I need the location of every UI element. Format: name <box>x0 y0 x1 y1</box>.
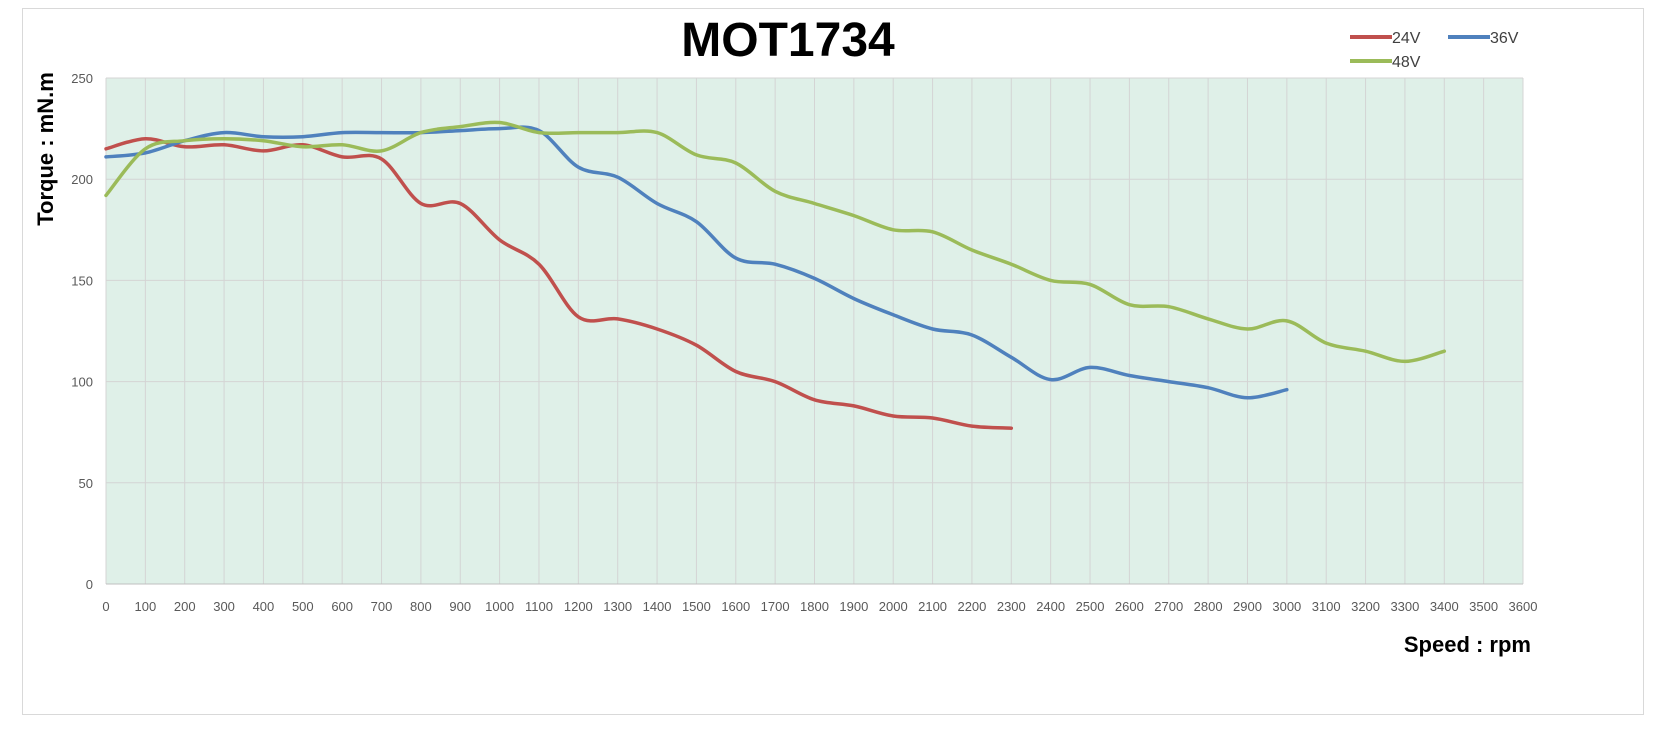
x-tick-label: 3400 <box>1430 599 1459 614</box>
chart-frame: 0 100 200 300 400 500 600 700 800 900 1000 1100 1200… <box>22 8 1644 715</box>
x-tick-label: 1500 <box>682 599 711 614</box>
x-tick-label: 3500 <box>1469 599 1498 614</box>
x-tick-label: 2300 <box>997 599 1026 614</box>
legend-label: 24V <box>1392 30 1421 47</box>
x-tick-label: 2800 <box>1194 599 1223 614</box>
x-axis-label: Speed : rpm <box>1404 632 1531 657</box>
x-tick-label: 2500 <box>1076 599 1105 614</box>
x-tick-label: 2700 <box>1154 599 1183 614</box>
legend-label: 48V <box>1392 54 1421 71</box>
y-tick-label: 250 <box>71 71 93 86</box>
legend-label: 36V <box>1490 30 1519 47</box>
x-tick-label: 500 <box>292 599 314 614</box>
y-tick-label: 50 <box>79 476 93 491</box>
x-tick-label: 3300 <box>1390 599 1419 614</box>
x-tick-label: 2400 <box>1036 599 1065 614</box>
x-tick-label: 2600 <box>1115 599 1144 614</box>
x-tick-label: 2200 <box>957 599 986 614</box>
x-tick-label: 3100 <box>1312 599 1341 614</box>
x-tick-label: 1600 <box>721 599 750 614</box>
x-tick-label: 900 <box>449 599 471 614</box>
x-tick-label: 1700 <box>761 599 790 614</box>
x-tick-label: 3000 <box>1272 599 1301 614</box>
y-tick-label: 150 <box>71 273 93 288</box>
x-tick-label: 1000 <box>485 599 514 614</box>
x-tick-label: 1800 <box>800 599 829 614</box>
x-tick-label: 2100 <box>918 599 947 614</box>
chart-title: MOT1734 <box>681 14 895 67</box>
x-tick-label: 800 <box>410 599 432 614</box>
series-line-36v <box>104 125 1289 400</box>
legend: 24V 36V 48V <box>1350 30 1519 71</box>
x-tick-label: 700 <box>371 599 393 614</box>
y-tick-label: 100 <box>71 375 93 390</box>
x-tick-label: 1200 <box>564 599 593 614</box>
x-tick-label: 3200 <box>1351 599 1380 614</box>
x-tick-label: 2900 <box>1233 599 1262 614</box>
x-tick-label: 0 <box>102 599 109 614</box>
torque-speed-chart: 0 100 200 300 400 500 600 700 800 900 1000 1100 1200… <box>33 14 1538 657</box>
series-line-24v <box>104 136 1014 430</box>
series-line-48v <box>104 120 1447 364</box>
x-tick-label: 400 <box>253 599 275 614</box>
x-tick-label: 1900 <box>839 599 868 614</box>
x-tick-label: 300 <box>213 599 235 614</box>
y-axis-label: Torque : mN.m <box>33 72 58 226</box>
x-tick-label: 1100 <box>525 599 553 614</box>
y-tick-label: 200 <box>71 172 93 187</box>
x-tick-label: 100 <box>135 599 157 614</box>
x-tick-label: 200 <box>174 599 196 614</box>
x-tick-label: 2000 <box>879 599 908 614</box>
x-tick-label: 3600 <box>1509 599 1538 614</box>
x-tick-label: 1300 <box>603 599 632 614</box>
x-tick-label: 600 <box>331 599 353 614</box>
y-tick-label: 0 <box>86 577 93 592</box>
x-tick-label: 1400 <box>643 599 672 614</box>
